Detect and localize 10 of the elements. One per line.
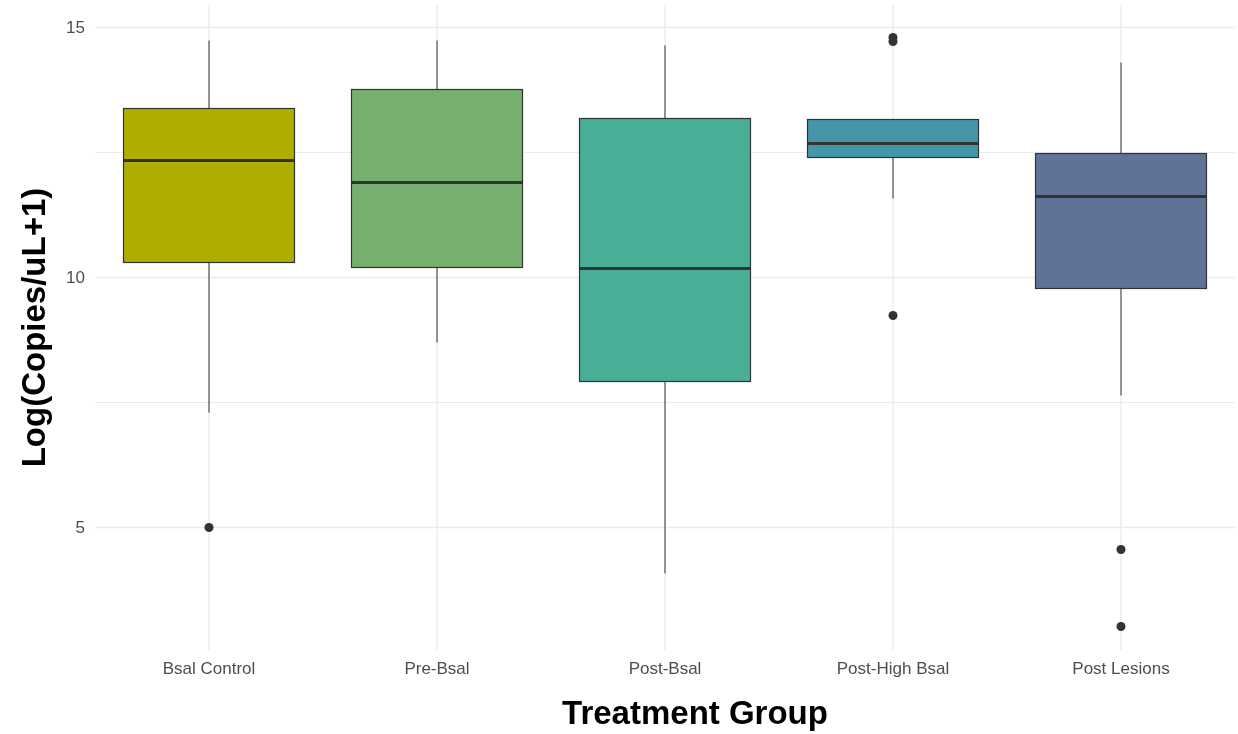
x-tick-label: Post-High Bsal (836, 659, 950, 679)
x-axis-title: Treatment Group (562, 694, 828, 731)
x-tick-label: Post-Bsal (628, 659, 702, 679)
y-tick-label: 10 (66, 268, 85, 288)
x-tick-label: Bsal Control (162, 659, 256, 679)
x-tick-label: Pre-Bsal (404, 659, 470, 679)
y-tick-label: 5 (75, 518, 85, 538)
y-axis-title: Log(Copies/uL+1) (15, 187, 52, 468)
y-tick-label: 15 (66, 18, 85, 38)
x-tick-label: Post Lesions (1072, 659, 1170, 679)
